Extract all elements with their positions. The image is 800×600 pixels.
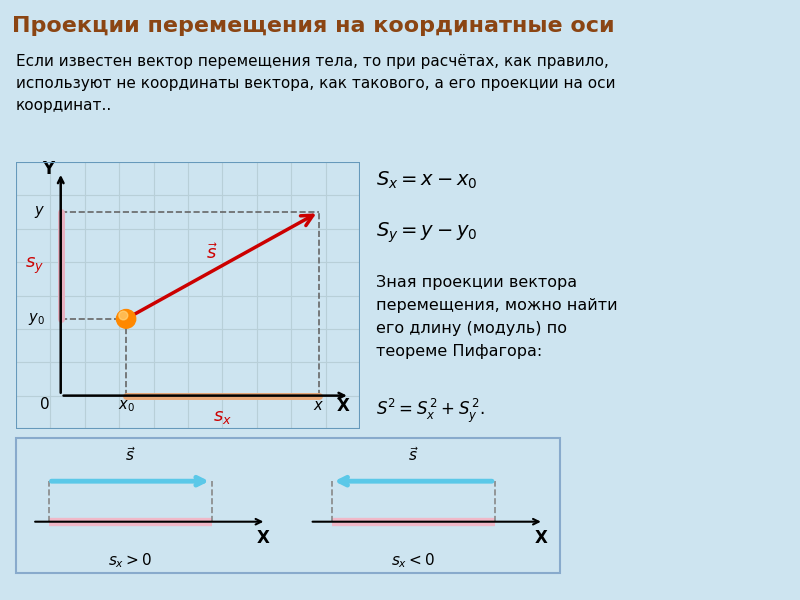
Text: $S_y = y - y_0$: $S_y = y - y_0$ xyxy=(376,221,478,245)
Text: $\vec{s}$: $\vec{s}$ xyxy=(408,446,418,464)
Circle shape xyxy=(117,310,136,328)
Text: Y: Y xyxy=(42,160,54,178)
Text: Если известен вектор перемещения тела, то при расчётах, как правило,
используют : Если известен вектор перемещения тела, т… xyxy=(16,54,615,113)
Text: $\vec{s}$: $\vec{s}$ xyxy=(125,446,136,464)
Text: $x$: $x$ xyxy=(313,398,324,413)
Text: X: X xyxy=(534,529,547,547)
Text: Зная проекции вектора
перемещения, можно найти
его длину (модуль) по
теореме Пиф: Зная проекции вектора перемещения, можно… xyxy=(376,275,618,359)
Text: 0: 0 xyxy=(41,397,50,412)
Text: $s_y$: $s_y$ xyxy=(26,256,45,275)
Text: $y_0$: $y_0$ xyxy=(29,311,46,327)
Text: X: X xyxy=(336,397,350,415)
Text: $S^2 = S_x^{\,2} + S_y^{\,2}.$: $S^2 = S_x^{\,2} + S_y^{\,2}.$ xyxy=(376,397,485,425)
Text: $y$: $y$ xyxy=(34,204,46,220)
Text: $s_x > 0$: $s_x > 0$ xyxy=(108,551,152,569)
Text: $S_x = x -  x_0$: $S_x = x - x_0$ xyxy=(376,170,478,191)
Text: $s_x$: $s_x$ xyxy=(213,407,232,425)
Text: $x_0$: $x_0$ xyxy=(118,398,134,415)
Text: Проекции перемещения на координатные оси: Проекции перемещения на координатные оси xyxy=(12,16,614,35)
Text: $\vec{s}$: $\vec{s}$ xyxy=(206,243,218,263)
Text: $s_x < 0$: $s_x < 0$ xyxy=(391,551,435,569)
Circle shape xyxy=(119,311,128,320)
Text: X: X xyxy=(257,529,270,547)
